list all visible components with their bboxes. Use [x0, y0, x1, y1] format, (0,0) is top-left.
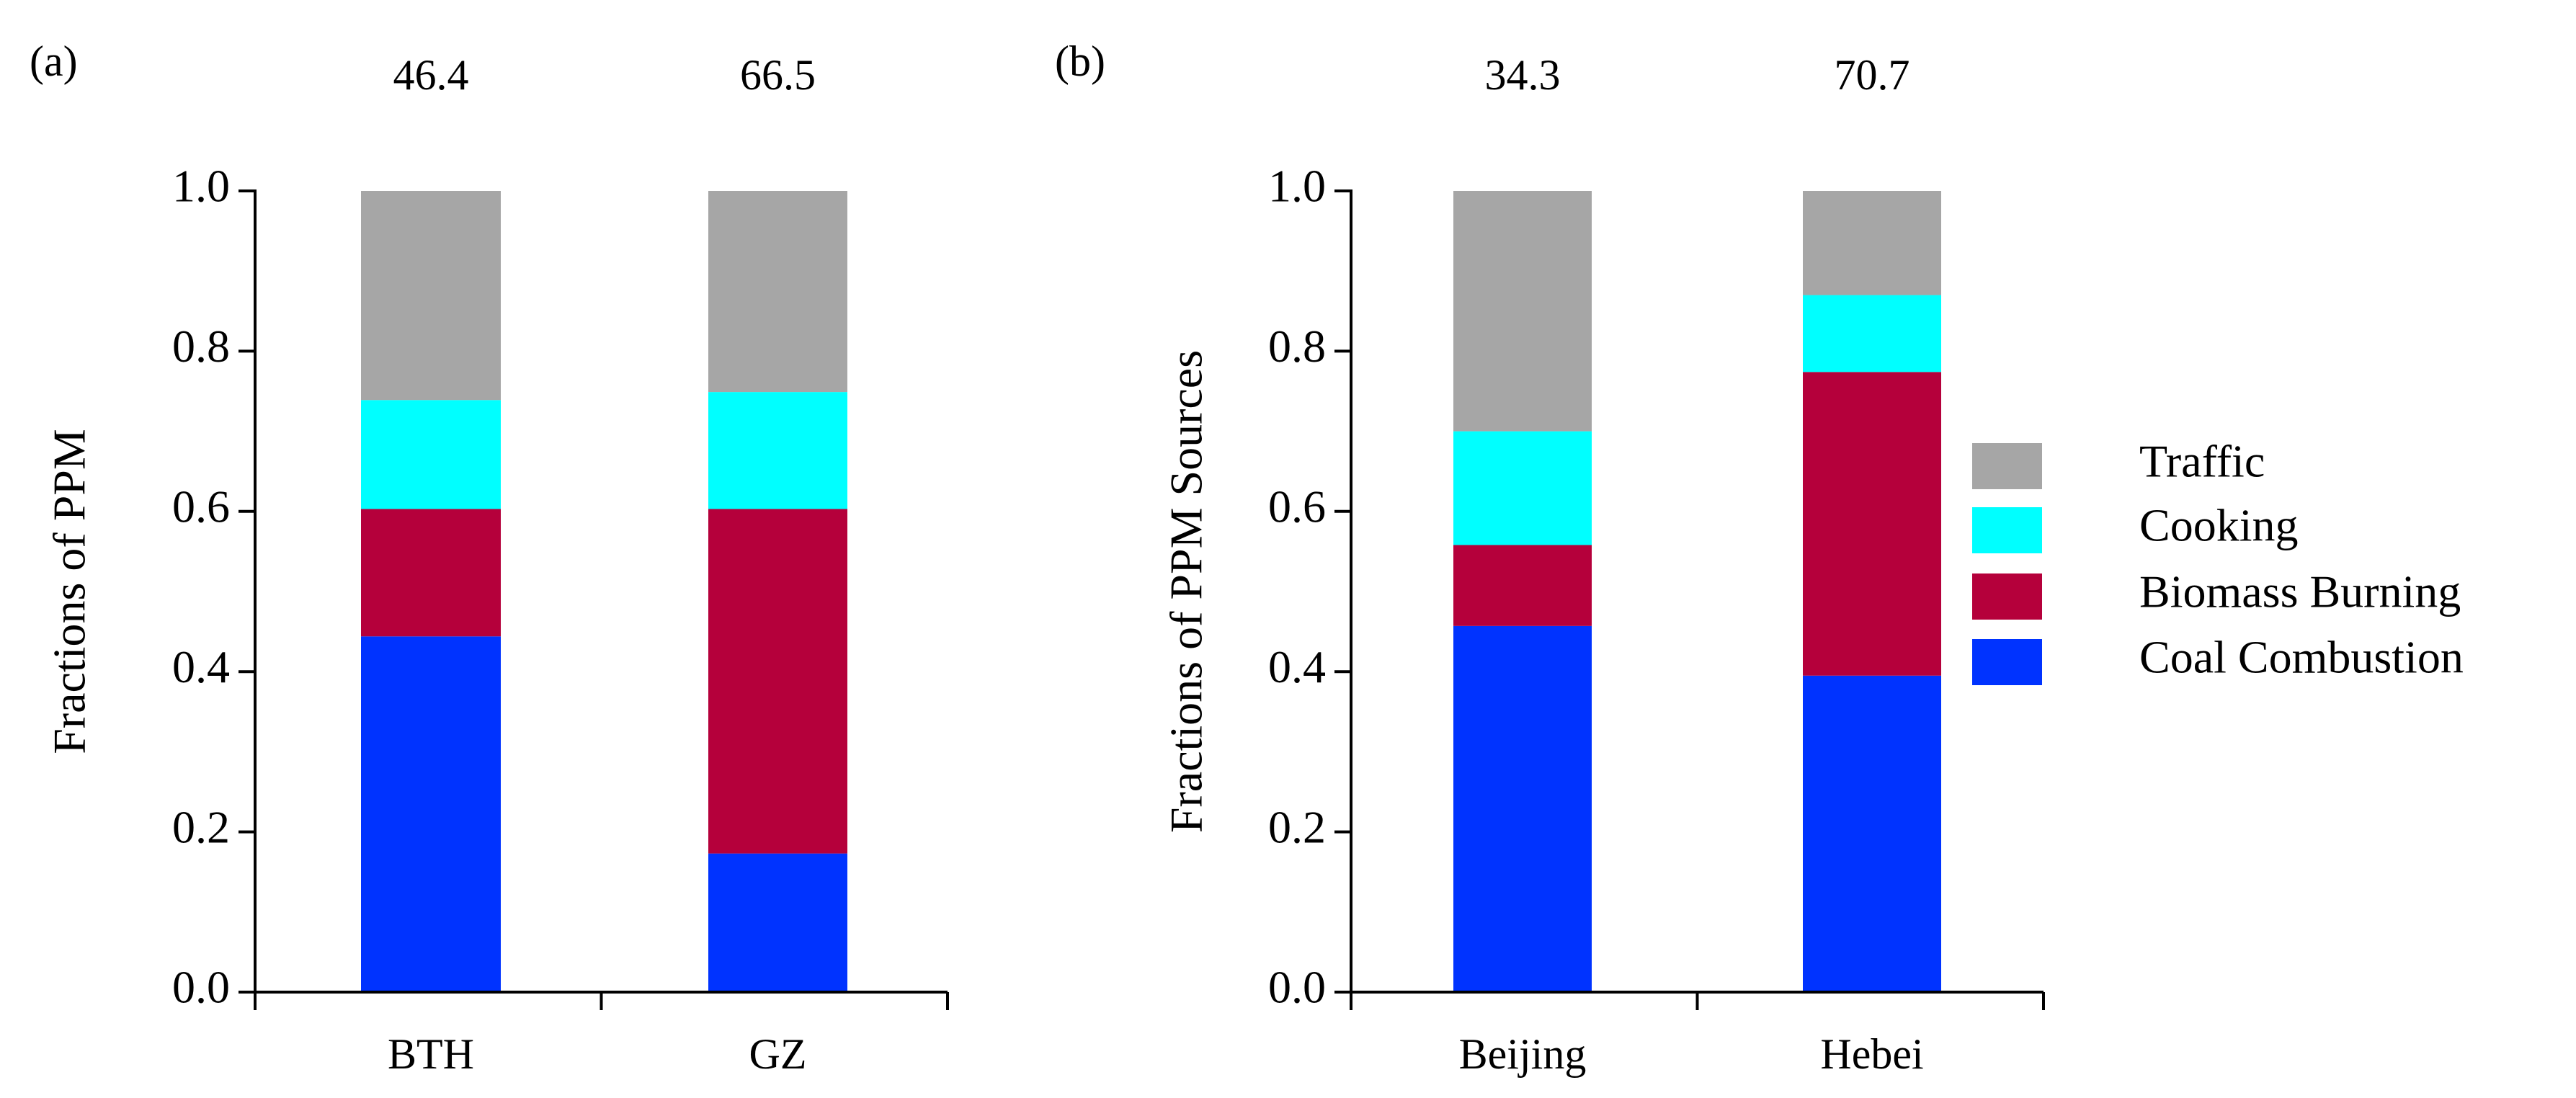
bar-segment	[1453, 191, 1592, 432]
bar-segment	[1803, 372, 1941, 676]
x-tick-label: Hebei	[1820, 1030, 1923, 1078]
y-tick-label: 0.4	[172, 641, 230, 692]
y-tick-label: 0.6	[1268, 481, 1326, 532]
y-tick-label: 0.8	[172, 321, 230, 372]
x-tick-label: Beijing	[1459, 1030, 1587, 1078]
bar-segment	[708, 853, 847, 992]
legend-swatch	[1972, 443, 2042, 489]
bar-segment	[1803, 295, 1941, 372]
legend-label: Traffic	[2139, 436, 2265, 487]
bar-segment	[361, 191, 501, 401]
legend-label: Biomass Burning	[2139, 566, 2461, 617]
total-label: 70.7	[1835, 51, 1910, 99]
legend-swatch	[1972, 507, 2042, 553]
y-tick-label: 0.4	[1268, 641, 1326, 692]
legend-label: Cooking	[2139, 500, 2298, 551]
bar-segment	[361, 636, 501, 992]
total-label: 46.4	[393, 51, 469, 99]
y-tick-label: 0.6	[172, 481, 230, 532]
y-tick-label: 0.0	[1268, 962, 1326, 1013]
bar-segment	[1803, 191, 1941, 295]
y-tick-label: 0.2	[172, 801, 230, 852]
y-tick-label: 1.0	[172, 161, 230, 212]
y-tick-label: 0.0	[172, 962, 230, 1013]
bar-segment	[1453, 625, 1592, 992]
legend-swatch	[1972, 573, 2042, 620]
y-tick-label: 1.0	[1268, 161, 1326, 212]
bar-segment	[361, 509, 501, 637]
y-tick-label: 0.2	[1268, 801, 1326, 852]
y-tick-label: 0.8	[1268, 321, 1326, 372]
legend-swatch	[1972, 639, 2042, 685]
bar-segment	[1453, 431, 1592, 545]
total-label: 34.3	[1485, 51, 1561, 99]
legend-label: Coal Combustion	[2139, 632, 2464, 683]
bar-segment	[1803, 675, 1941, 992]
total-label: 66.5	[740, 51, 816, 99]
y-axis-label: Fractions of PPM	[44, 429, 95, 754]
bar-segment	[708, 392, 847, 509]
bar-segment	[361, 400, 501, 509]
x-tick-label: GZ	[749, 1030, 807, 1078]
y-axis-label: Fractions of PPM Sources	[1161, 350, 1212, 833]
bar-segment	[708, 191, 847, 393]
bar-segment	[708, 509, 847, 854]
x-tick-label: BTH	[388, 1030, 474, 1078]
panel-label: (b)	[1055, 37, 1105, 85]
panel-label: (a)	[30, 37, 78, 85]
bar-segment	[1453, 545, 1592, 626]
